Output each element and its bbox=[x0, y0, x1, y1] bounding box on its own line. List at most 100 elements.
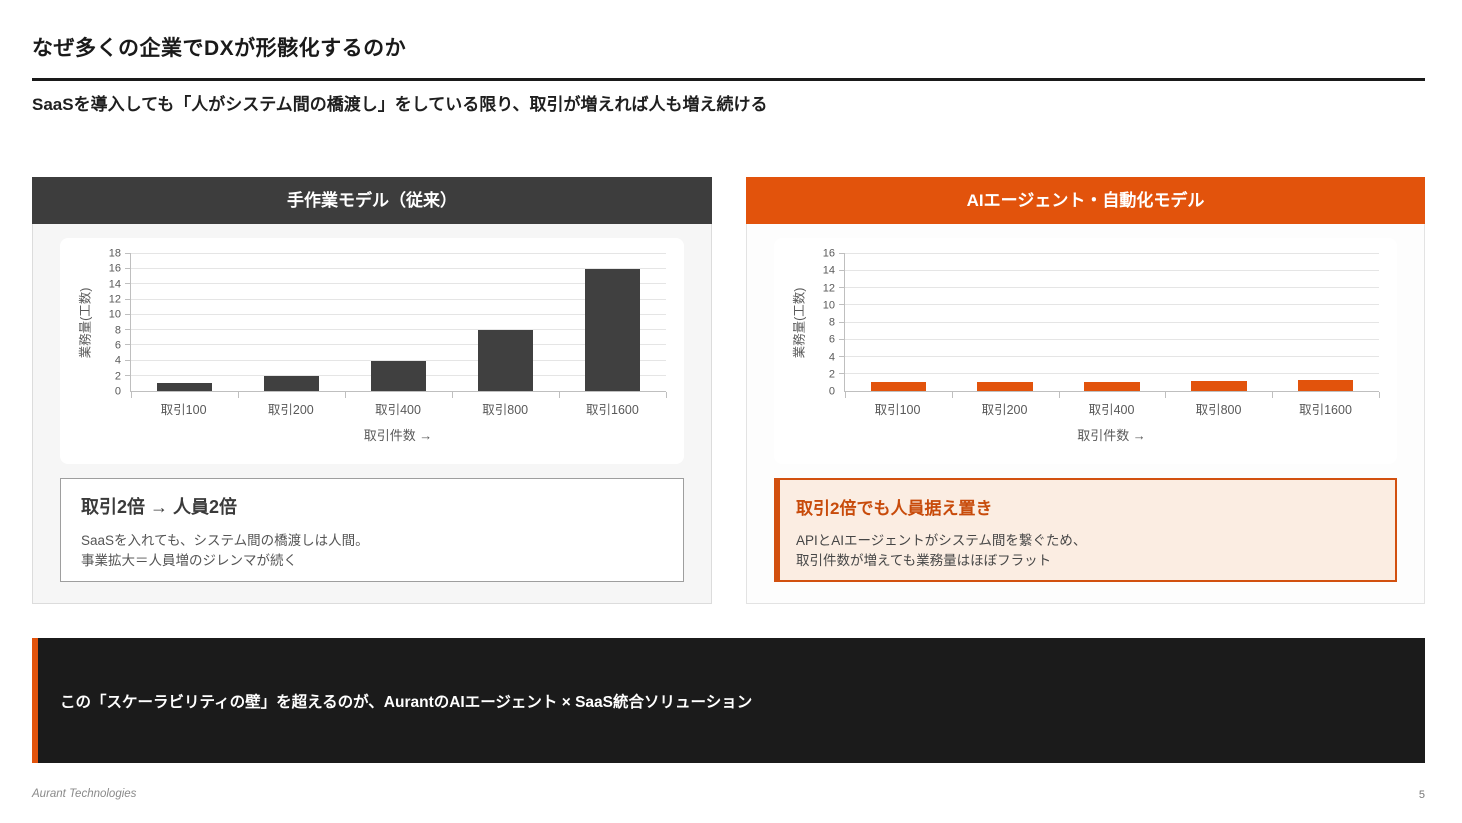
ai-callout-line2: 取引件数が増えても業務量はほぼフラット bbox=[796, 552, 1052, 568]
x-axis-tick bbox=[1165, 392, 1167, 398]
bars bbox=[131, 254, 666, 391]
ai-model-callout: 取引2倍でも人員据え置き APIとAIエージェントがシステム間を繋ぐため、 取引… bbox=[774, 478, 1397, 582]
x-tick-label: 取引100 bbox=[874, 403, 921, 417]
x-axis-tick bbox=[345, 392, 346, 398]
y-tick-label: 6 bbox=[114, 339, 121, 352]
x-axis-tick-labels: 取引100 取引200 取引400 取引800 取引1600 bbox=[844, 392, 1379, 418]
y-axis-tick bbox=[839, 355, 845, 357]
gridline bbox=[845, 321, 1379, 323]
ai-callout-line1: APIとAIエージェントがシステム間を繋ぐため、 bbox=[796, 533, 1087, 548]
y-axis-title: 業務量(工数) bbox=[74, 254, 94, 392]
gridline bbox=[131, 253, 666, 254]
manual-callout-title: 取引2倍 → 人員2倍 bbox=[81, 497, 238, 517]
x-tick-label: 取引1600 bbox=[586, 403, 639, 417]
bar-取引400 bbox=[370, 360, 427, 391]
x-tick-label: 取引800 bbox=[482, 403, 529, 417]
x-tick-label: 取引200 bbox=[981, 403, 1028, 417]
y-axis-tick bbox=[839, 372, 845, 374]
title-divider bbox=[32, 78, 1425, 81]
y-axis-tick bbox=[125, 313, 131, 315]
y-tick-label: 10 bbox=[822, 299, 835, 312]
page-title: なぜ多くの企業でDXが形骸化するのか bbox=[32, 37, 407, 60]
y-axis-tick-labels: 0 2 4 6 8 10 12 14 16 bbox=[808, 248, 844, 397]
gridline bbox=[845, 270, 1379, 272]
y-tick-label: 8 bbox=[828, 316, 835, 329]
x-tick-label: 取引200 bbox=[267, 403, 314, 417]
bar-slot bbox=[345, 254, 452, 391]
manual-model-body: 業務量(工数) 0 2 4 6 8 10 12 14 16 18 取引100 取引200 取引400 取引8… bbox=[32, 224, 712, 604]
chart-grid: 業務量(工数) 0 2 4 6 8 10 12 14 16 18 取引100 取引200 取引400 取引8… bbox=[74, 248, 667, 464]
ai-callout-body: APIとAIエージェントがシステム間を繋ぐため、 取引件数が増えても業務量はほぼ… bbox=[796, 531, 1375, 570]
y-axis-tick bbox=[125, 359, 131, 361]
y-tick-label: 0 bbox=[828, 385, 835, 398]
y-axis-title-text: 業務量(工数) bbox=[78, 287, 93, 359]
x-axis-title: 取引件数 → bbox=[363, 428, 433, 443]
y-axis-tick bbox=[125, 298, 131, 300]
y-axis-tick bbox=[839, 270, 845, 272]
bar-取引100 bbox=[156, 383, 213, 391]
gridline bbox=[131, 344, 666, 346]
manual-model-chart: 業務量(工数) 0 2 4 6 8 10 12 14 16 18 取引100 取引200 取引400 取引8… bbox=[60, 238, 684, 464]
page-subtitle: SaaSを導入しても「人がシステム間の橋渡し」をしている限り、取引が増えれば人も… bbox=[32, 95, 768, 114]
x-tick-label: 取引100 bbox=[160, 403, 207, 417]
gridline bbox=[845, 355, 1379, 357]
y-axis-tick bbox=[125, 344, 131, 346]
bar-取引1600 bbox=[584, 269, 641, 391]
x-axis-tick bbox=[1272, 392, 1274, 398]
manual-model-header: 手作業モデル（従来） bbox=[32, 177, 712, 224]
bar-取引200 bbox=[263, 375, 320, 391]
manual-callout-body: SaaSを入れても、システム間の橋渡しは人間。 事業拡大＝人員増のジレンマが続く bbox=[81, 531, 663, 570]
x-tick-label: 取引1600 bbox=[1299, 403, 1352, 417]
gridline bbox=[845, 338, 1379, 340]
x-tick-label: 取引400 bbox=[375, 403, 421, 417]
footer-page-number: 5 bbox=[1418, 789, 1425, 801]
y-axis-tick bbox=[839, 253, 845, 254]
gridline bbox=[131, 283, 666, 285]
gridline bbox=[131, 268, 666, 270]
chart-grid: 業務量(工数) 0 2 4 6 8 10 12 14 16 取引100 取引200 取引400 取引800… bbox=[788, 248, 1380, 464]
x-axis-tick bbox=[131, 392, 132, 398]
y-axis-tick bbox=[839, 304, 845, 306]
gridline bbox=[131, 359, 666, 361]
y-axis-tick bbox=[839, 321, 845, 323]
manual-callout-line1: SaaSを入れても、システム間の橋渡しは人間。 bbox=[81, 533, 369, 548]
bars bbox=[845, 254, 1379, 391]
bar-slot bbox=[1272, 254, 1379, 391]
manual-model-panel: 手作業モデル（従来） 業務量(工数) 0 2 4 6 8 10 12 14 16 18 取引100 取引… bbox=[32, 177, 712, 604]
bar-取引800 bbox=[1191, 381, 1247, 391]
ai-model-panel: AIエージェント・自動化モデル 業務量(工数) 0 2 4 6 8 10 12 14 16 取引10… bbox=[746, 177, 1425, 604]
x-tick-label: 取引400 bbox=[1088, 403, 1135, 417]
footer-company-name: Aurant Technologies bbox=[32, 788, 137, 800]
y-tick-label: 4 bbox=[828, 351, 835, 363]
key-message-banner: この「スケーラビリティの壁」を超えるのが、AurantのAIエージェント × S… bbox=[32, 638, 1425, 763]
x-axis-tick bbox=[951, 392, 953, 398]
x-axis-tick bbox=[1379, 392, 1380, 398]
bar-取引200 bbox=[977, 381, 1033, 391]
bar-slot bbox=[238, 254, 345, 391]
x-axis-tick bbox=[1058, 392, 1060, 398]
y-axis-title: 業務量(工数) bbox=[788, 254, 808, 392]
x-axis-tick bbox=[845, 392, 846, 398]
plot-area bbox=[839, 253, 1380, 398]
bar-slot bbox=[1059, 254, 1166, 391]
manual-callout-line2: 事業拡大＝人員増のジレンマが続く bbox=[81, 552, 297, 568]
bar-slot bbox=[559, 254, 666, 391]
bar-slot bbox=[1165, 254, 1272, 391]
y-axis-tick-labels: 0 2 4 6 8 10 12 14 16 18 bbox=[94, 248, 130, 397]
x-tick-label: 取引800 bbox=[1195, 403, 1242, 417]
bar-slot bbox=[131, 254, 238, 391]
y-tick-label: 14 bbox=[822, 264, 835, 277]
y-tick-label: 6 bbox=[828, 333, 835, 346]
x-axis-tick-labels: 取引100 取引200 取引400 取引800 取引1600 bbox=[130, 392, 666, 418]
y-tick-label: 2 bbox=[828, 368, 835, 381]
y-axis-tick bbox=[125, 329, 131, 331]
bar-slot bbox=[845, 254, 952, 391]
bar-slot bbox=[452, 254, 559, 391]
x-axis-tick bbox=[452, 392, 453, 398]
y-axis-tick bbox=[125, 283, 131, 285]
y-tick-label: 18 bbox=[108, 247, 121, 260]
y-axis-tick bbox=[125, 374, 131, 376]
x-axis-tick bbox=[559, 392, 560, 398]
bar-取引100 bbox=[870, 382, 927, 391]
